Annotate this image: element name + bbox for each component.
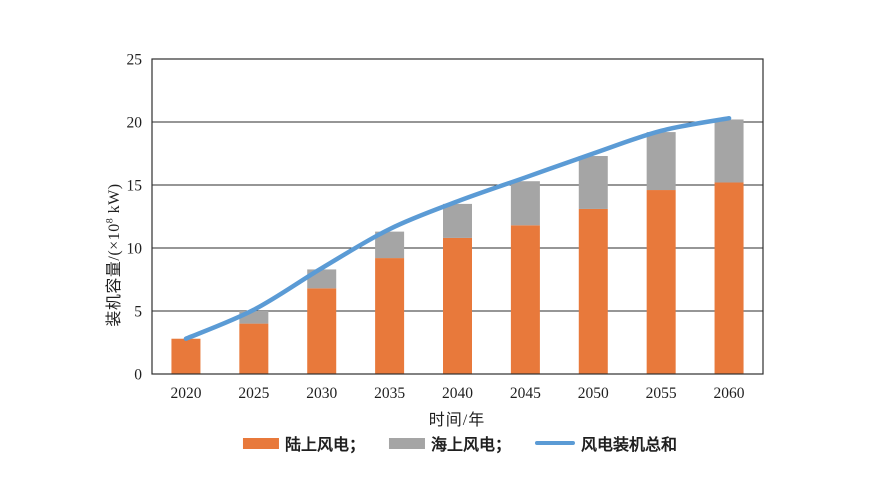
legend-swatch-onshore-wind bbox=[242, 437, 279, 449]
svg-text:2050: 2050 bbox=[578, 385, 609, 402]
y-axis-title-suffix: kW) bbox=[106, 183, 123, 218]
svg-text:2060: 2060 bbox=[714, 385, 745, 402]
svg-text:5: 5 bbox=[134, 304, 142, 321]
svg-text:10: 10 bbox=[127, 241, 143, 258]
svg-text:2040: 2040 bbox=[442, 385, 473, 402]
y-axis-title-prefix: 装机容量/(×10 bbox=[106, 223, 123, 327]
svg-text:2045: 2045 bbox=[510, 385, 541, 402]
legend: 陆上风电； 海上风电； 风电装机总和 bbox=[242, 431, 678, 455]
svg-text:2020: 2020 bbox=[170, 385, 201, 402]
svg-text:2035: 2035 bbox=[374, 385, 405, 402]
legend-label-offshore-wind: 海上风电； bbox=[430, 437, 512, 454]
svg-text:2055: 2055 bbox=[646, 385, 677, 402]
legend-swatch-total-line bbox=[535, 440, 576, 446]
svg-text:2030: 2030 bbox=[306, 385, 337, 402]
svg-text:2025: 2025 bbox=[238, 385, 269, 402]
svg-text:25: 25 bbox=[127, 52, 143, 69]
legend-label-onshore-wind: 陆上风电； bbox=[284, 437, 365, 454]
svg-text:20: 20 bbox=[127, 115, 143, 132]
legend-label-total-line: 风电装机总和 bbox=[581, 437, 678, 454]
legend-swatch-offshore-wind bbox=[388, 437, 425, 449]
y-axis-title-superscript: 8 bbox=[104, 217, 116, 224]
svg-text:0: 0 bbox=[134, 367, 142, 384]
y-axis-title: 装机容量/(×108 kW) bbox=[100, 183, 124, 326]
svg-text:15: 15 bbox=[127, 178, 143, 195]
x-axis-title: 时间/年 bbox=[428, 412, 486, 429]
